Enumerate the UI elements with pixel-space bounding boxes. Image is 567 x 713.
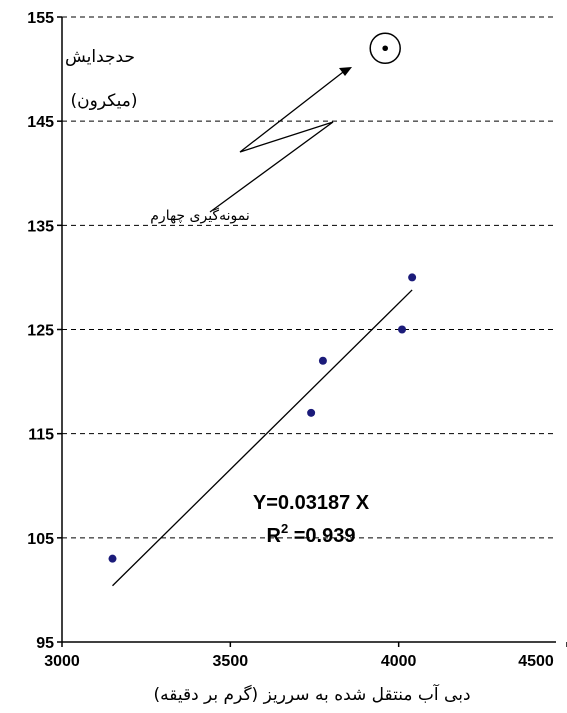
r-letter: R (267, 525, 282, 547)
axes (57, 16, 567, 647)
r-superscript: 2 (281, 521, 288, 536)
outlier-ring (369, 32, 401, 64)
y-tick-label-135: 135 (27, 218, 54, 235)
r-squared-value: =0.939 (288, 525, 355, 547)
x-axis-label: دبی آب منتقل شده به سرریز (گرم بر دقیقه) (153, 683, 470, 705)
y-axis-label-line2: (میکرون) (71, 91, 138, 111)
y-tick-label-95: 95 (36, 635, 54, 652)
x-tick-label-4000: 4000 (381, 653, 417, 670)
r-squared-label: R2 =0.939 (267, 521, 356, 547)
y-tick-label-155: 155 (27, 10, 54, 27)
data-point-1 (108, 554, 117, 563)
y-tick-label-145: 145 (27, 114, 54, 131)
y-tick-label-105: 105 (27, 531, 54, 548)
data-point-2 (307, 408, 316, 417)
grid-lines (62, 16, 556, 539)
data-point-4 (398, 325, 407, 334)
data-point-5 (408, 273, 417, 282)
outlier-arrowhead (339, 67, 352, 76)
y-axis-label-line1: حدجدایش (65, 47, 135, 67)
data-point-3 (318, 356, 327, 365)
y-tick-label-115: 115 (28, 427, 54, 444)
trendline (112, 289, 413, 587)
x-tick-label-3000: 3000 (44, 653, 80, 670)
x-tick-label-4500: 4500 (518, 653, 554, 670)
outlier-pointer (209, 68, 348, 213)
data-marks (108, 32, 417, 587)
tick-labels: 95 105 115 125 135 145 155 3000 3500 4000 4500 (27, 10, 554, 670)
outlier-label: نمونه‌گیری چهارم (150, 207, 249, 224)
x-tick-label-3500: 3500 (213, 653, 249, 670)
outlier-point (382, 45, 389, 52)
regression-equation: Y=0.03187 X (253, 492, 370, 514)
y-tick-label-125: 125 (27, 323, 54, 340)
